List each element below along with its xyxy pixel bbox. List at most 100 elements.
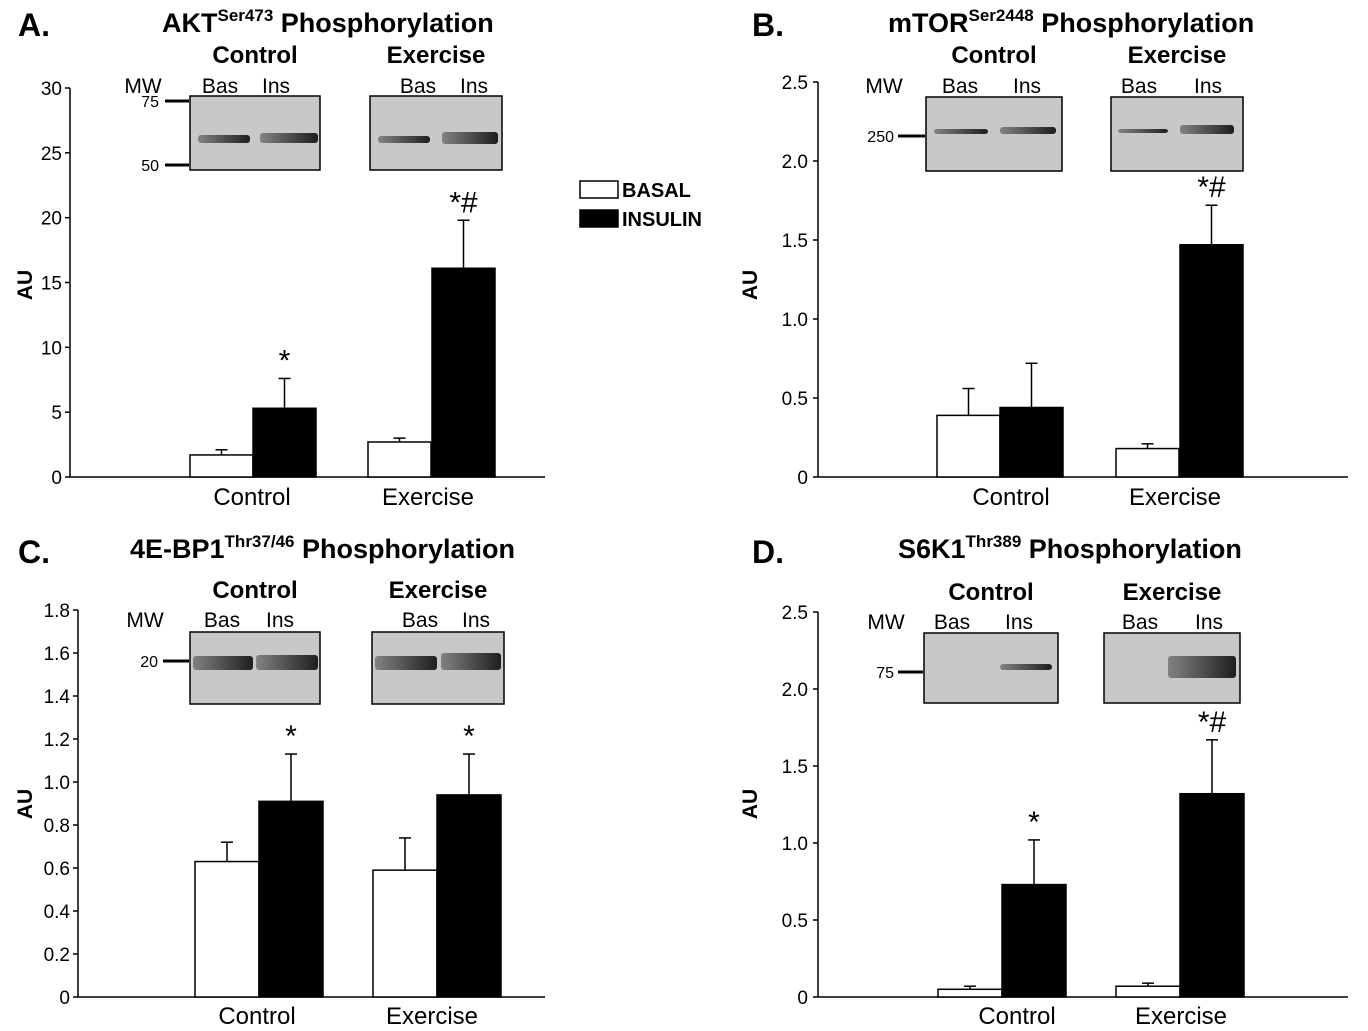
x-category-label: Exercise [386,1003,478,1030]
blot-lane-label: Ins [266,609,294,632]
blot-band [1000,664,1052,670]
bar-basal [194,860,260,998]
blot-lane-label: Bas [1122,611,1158,634]
blot-band [1000,127,1056,134]
panel-1: B. mTORSer2448 Phosphorylation 0 0.5 1.0 1.5 2… [739,6,1348,511]
panel-letter: A. [18,7,50,43]
y-tick-label: 0.8 [44,816,70,837]
mw-label: MW [124,75,161,98]
bar-insulin [436,794,502,998]
y-axis-label: AU [739,789,762,819]
y-tick-label: 0.5 [782,389,808,410]
blot-band [375,656,437,670]
blot-group-label: Control [948,579,1033,606]
y-tick-label: 2.0 [782,152,808,173]
blot-lane-label: Ins [1005,611,1033,634]
bar-basal [367,441,432,478]
y-tick-label: 1.0 [782,310,808,331]
blot-lane-label: Ins [1013,75,1041,98]
blot-group-label: Exercise [389,577,488,604]
blot-band [260,133,318,143]
significance-label: *# [1197,171,1226,204]
bar-insulin [252,407,317,478]
y-tick-label: 1.6 [44,644,70,665]
blot-band [193,656,253,670]
panel-letter: C. [18,534,50,570]
blot-lane-label: Ins [462,609,490,632]
bar-insulin [258,800,324,998]
y-tick-label: 0.5 [782,911,808,932]
y-axis-label: AU [739,270,762,300]
mw-marker-label: 75 [141,94,159,111]
blot-band [442,132,498,144]
significance-label: * [279,344,291,377]
blot-group-label: Exercise [1128,42,1227,69]
significance-label: * [285,720,297,753]
panel-3: D. S6K1Thr389 Phosphorylation 0 0.5 1.0 1.5 2.… [739,532,1348,1030]
x-category-label: Control [218,1003,295,1030]
panel-title: mTORSer2448 Phosphorylation [888,6,1254,38]
y-tick-label: 0 [797,468,808,489]
blot-band [1168,656,1236,678]
legend-swatch-basal [579,180,619,199]
panel-title-superscript: Ser473 [218,6,274,25]
panel-title-suffix: Phosphorylation [1034,8,1255,38]
y-tick-label: 1.0 [44,773,70,794]
y-tick-label: 1.0 [782,834,808,855]
blot-lane-label: Bas [202,75,238,98]
blot-group-label: Control [212,577,297,604]
y-tick-label: 25 [41,144,62,165]
y-tick-label: 0 [51,468,62,489]
x-category-label: Control [213,484,290,511]
y-tick-label: 1.5 [782,231,808,252]
x-category-label: Control [978,1003,1055,1030]
panel-title-suffix: Phosphorylation [294,534,515,564]
bar-insulin [431,267,496,478]
bar-insulin [1001,883,1067,998]
y-tick-label: 1.4 [44,687,71,708]
x-category-label: Exercise [1129,484,1221,511]
blot-group-label: Control [212,42,297,69]
y-tick-label: 1.2 [44,730,70,751]
panel-letter: D. [752,534,784,570]
y-tick-label: 0 [59,988,70,1009]
significance-label: * [1028,806,1040,839]
blot-lane-label: Bas [204,609,240,632]
blot-band [934,129,988,134]
bar-insulin [999,406,1064,478]
y-tick-label: 0.4 [44,902,71,923]
panel-title-main: mTOR [888,8,969,38]
panel-title: S6K1Thr389 Phosphorylation [898,532,1242,564]
legend-label: INSULIN [622,209,702,231]
panel-0: A. AKTSer473 Phosphorylation 0 5 10 15 20 25 30 A… [14,6,545,511]
y-tick-label: 0.6 [44,859,70,880]
y-tick-label: 1.8 [44,601,70,622]
western-blot-inset: Control Bas Ins Exercise Bas Ins MW 250 [865,42,1244,172]
blot-lane-label: Ins [460,75,488,98]
blot-lane-label: Bas [400,75,436,98]
blot-band [441,653,501,670]
x-category-label: Control [972,484,1049,511]
panel-title-superscript: Thr37/46 [225,532,295,551]
panel-title-superscript: Ser2448 [969,6,1034,25]
legend: BASAL INSULIN [579,180,702,231]
bar-basal [1115,985,1181,998]
y-tick-label: 2.5 [782,603,808,624]
western-blot-inset: Control Bas Ins Exercise Bas Ins MW 20 [126,577,505,705]
blot-band [198,135,250,143]
bar-basal [1115,447,1180,478]
blot-band [1118,129,1168,133]
mw-marker-label: 75 [876,665,894,682]
x-category-label: Exercise [382,484,474,511]
y-tick-label: 2.5 [782,73,808,94]
panel-title-suffix: Phosphorylation [1021,534,1242,564]
bar-basal [936,414,1001,478]
y-tick-label: 20 [41,209,62,230]
panel-title: AKTSer473 Phosphorylation [162,6,494,38]
y-axis-label: AU [14,789,37,819]
bar-insulin [1179,792,1245,998]
panel-title: 4E-BP1Thr37/46 Phosphorylation [130,532,515,564]
panel-title-superscript: Thr389 [966,532,1022,551]
